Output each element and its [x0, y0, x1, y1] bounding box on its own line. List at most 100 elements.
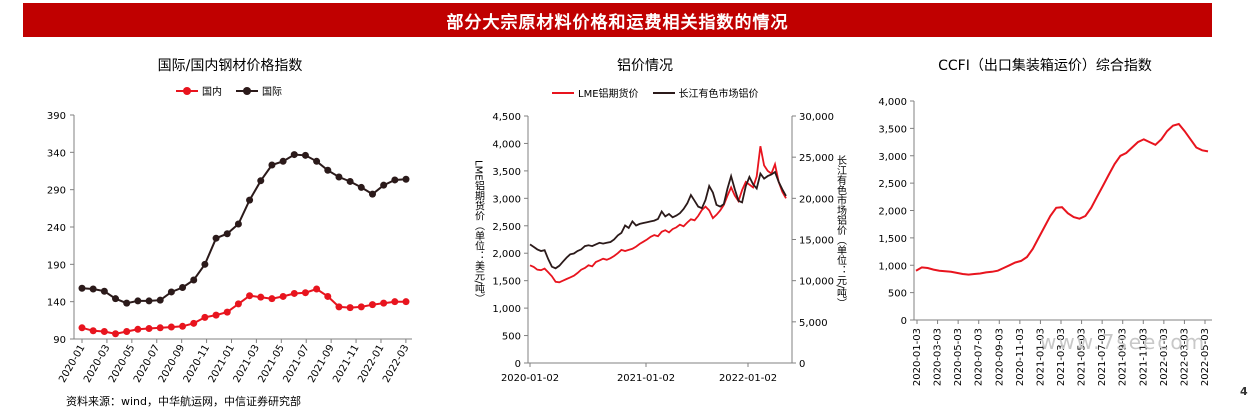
legend-swatch-domestic — [176, 86, 198, 95]
chart3-x-tick-label: 2020-09-03 — [994, 328, 1005, 386]
chart2-left-tick-label: 0 — [515, 359, 521, 370]
chart1-point-domestic — [123, 328, 131, 336]
chart3-x-tick-label: 2022-01-03 — [1159, 328, 1170, 386]
chart1-title: 国际/国内钢材价格指数 — [157, 58, 303, 74]
chart1-point-domestic — [357, 303, 365, 311]
chart3-y-tick-label: 1,500 — [878, 234, 907, 245]
chart2-left-tick-label: 4,500 — [492, 112, 521, 123]
chart1-point-international — [167, 288, 175, 296]
chart2-right-tick-label: 25,000 — [799, 153, 834, 164]
chart1-point-international — [89, 285, 97, 293]
chart2-left-tick-label: 3,500 — [492, 167, 521, 178]
chart3-x-tick-label: 2021-11-03 — [1138, 328, 1149, 386]
chart1-point-domestic — [301, 289, 309, 297]
chart2-left-axis-label: LME铝期货价（单位：美元/吨） — [473, 160, 485, 304]
chart1-legend: 国内 国际 — [176, 83, 292, 98]
chart3-x-tick-label: 2020-01-03 — [912, 328, 923, 386]
legend-label-domestic: 国内 — [202, 87, 222, 98]
chart2-series-line-changjiang — [529, 170, 787, 270]
chart1-point-international — [391, 176, 399, 184]
legend-swatch-lme — [552, 91, 574, 94]
chart1-point-domestic — [179, 322, 187, 330]
chart3-x-tick-label: 2021-05-03 — [1077, 328, 1088, 386]
chart2-right-tick-label: 30,000 — [799, 112, 834, 123]
chart2-legend: LME铝期货价 长江有色市场铝价 — [552, 85, 769, 100]
chart3-y-tick-label: 0 — [901, 316, 907, 327]
chart1-point-domestic — [112, 330, 120, 338]
chart2-series-line-lme — [529, 146, 787, 284]
chart1-point-domestic — [190, 319, 198, 327]
chart1-y-tick-label: 90 — [53, 335, 66, 346]
chart2-right-tick-label: 10,000 — [799, 277, 834, 288]
legend-swatch-changjiang — [652, 91, 675, 94]
chart1-y-tick-label: 190 — [47, 260, 66, 271]
chart2-left-tick-label: 1,500 — [492, 277, 521, 288]
chart1-point-domestic — [223, 308, 231, 316]
chart3-y-tick-label: 500 — [888, 289, 907, 300]
chart3-y-tick-label: 4,000 — [878, 97, 907, 108]
chart2-right-tick-label: 15,000 — [799, 236, 834, 247]
chart2-left-tick-label: 4,000 — [492, 139, 521, 150]
chart1-series-line-international — [81, 153, 407, 305]
chart2-left-tick-label: 2,000 — [492, 249, 521, 260]
chart1-point-domestic — [78, 324, 86, 332]
chart1-point-international — [346, 177, 354, 185]
chart2-left-tick-label: 3,000 — [492, 194, 521, 205]
chart1-point-domestic — [167, 323, 175, 331]
chart3-x-tick-label: 2020-05-03 — [953, 328, 964, 386]
chart1-point-international — [324, 166, 332, 174]
chart1-point-international — [335, 173, 343, 181]
chart1-point-domestic — [156, 324, 164, 332]
chart1-point-international — [380, 181, 388, 189]
chart1-point-domestic — [134, 325, 142, 333]
chart1-point-international — [134, 297, 142, 305]
chart1-point-international — [301, 151, 309, 159]
chart2-left-tick-label: 500 — [502, 332, 521, 343]
chart3-x-tick-label: 2021-09-03 — [1118, 328, 1129, 386]
chart1-point-domestic — [246, 292, 254, 300]
chart1-point-domestic — [391, 298, 399, 306]
chart2-right-tick-label: 20,000 — [799, 194, 834, 205]
chart1-point-domestic — [324, 292, 332, 300]
chart1-point-domestic — [100, 328, 108, 336]
chart1-y-tick-label: 340 — [47, 148, 66, 159]
watermark-text: www.7seecom — [1040, 330, 1207, 354]
chart3-y-tick-label: 2,500 — [878, 179, 907, 190]
chart3-series-line-ccfi — [915, 122, 1209, 276]
chart3-x-tick-label: 2020-11-03 — [1015, 328, 1026, 386]
legend-swatch-international — [236, 86, 258, 95]
chart1-point-domestic — [380, 299, 388, 307]
chart2-right-tick-label: 5,000 — [799, 318, 828, 329]
chart1-point-international — [223, 230, 231, 238]
chart3-x-tick-label: 2022-03-03 — [1179, 328, 1190, 386]
chart2-title: 铝价情况 — [617, 58, 673, 74]
chart1-point-international — [290, 151, 298, 159]
chart1-point-international — [179, 283, 187, 291]
chart2-right-tick-label: 0 — [799, 359, 805, 370]
chart1-point-international — [402, 175, 410, 183]
chart2-left-tick-label: 2,500 — [492, 222, 521, 233]
chart2-x-tick-label: 2020-01-02 — [501, 373, 559, 384]
chart3-x-tick-label: 2021-03-03 — [1056, 328, 1067, 386]
chart1-point-domestic — [335, 303, 343, 311]
chart1-point-domestic — [346, 304, 354, 312]
legend-label-international: 国际 — [262, 87, 282, 98]
chart2-x-tick-label: 2021-01-02 — [617, 373, 675, 384]
chart1-point-international — [257, 177, 265, 185]
chart3-x-tick-label: 2020-03-03 — [933, 328, 944, 386]
chart1-y-tick-label: 390 — [47, 111, 66, 122]
chart1-y-tick-label: 140 — [47, 298, 66, 309]
chart3-y-tick-label: 1,000 — [878, 261, 907, 272]
chart1-point-domestic — [268, 295, 276, 303]
chart1-point-international — [112, 295, 120, 303]
chart1-point-domestic — [368, 301, 376, 309]
chart1-point-international — [246, 196, 254, 204]
chart1-point-domestic — [212, 311, 220, 319]
chart1-point-domestic — [89, 327, 97, 335]
chart1-point-international — [145, 297, 153, 305]
chart1-point-international — [268, 161, 276, 169]
chart2-right-axis-label: 长江有色市场铝价（单位：元/吨） — [835, 155, 847, 309]
chart1-point-international — [190, 276, 198, 284]
chart1-point-domestic — [402, 298, 410, 306]
chart3-y-tick-label: 3,500 — [878, 124, 907, 135]
